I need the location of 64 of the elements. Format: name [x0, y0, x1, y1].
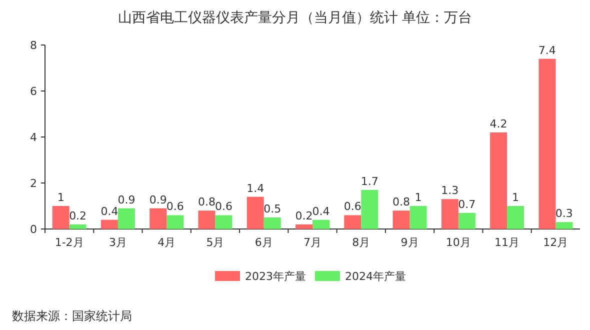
data-label: 0.5 [264, 202, 282, 216]
bar [490, 132, 508, 229]
data-label: 4.2 [490, 117, 508, 130]
legend-label: 2024年产量 [345, 270, 406, 283]
data-label: 0.4 [100, 204, 118, 218]
x-tick-label: 3月 [108, 236, 127, 249]
x-tick-label: 1-2月 [54, 236, 84, 249]
x-tick-label: 5月 [206, 236, 224, 249]
data-label: 0.2 [69, 209, 87, 222]
x-tick-label: 11月 [494, 236, 520, 249]
data-label: 0.8 [392, 196, 410, 209]
data-label: 0.9 [149, 193, 167, 206]
data-label: 0.9 [118, 193, 136, 206]
bar [118, 208, 135, 229]
x-tick-label: 8月 [352, 236, 370, 249]
data-label: 1 [414, 191, 422, 204]
data-label: 0.2 [295, 209, 313, 222]
data-label: 1 [512, 191, 520, 204]
x-tick-label: 12月 [543, 236, 568, 249]
x-tick-label: 4月 [158, 236, 176, 249]
x-tick-label: 10月 [446, 236, 471, 249]
x-tick-label: 9月 [400, 236, 419, 249]
y-tick-label: 0 [30, 223, 37, 236]
x-tick-label: 7月 [304, 236, 322, 249]
bar [150, 208, 167, 229]
source-note: 数据来源：国家统计局 [12, 309, 132, 323]
bar [392, 210, 410, 229]
bar [296, 224, 312, 229]
chart-title: 山西省电工仪器仪表产量分月（当月值）统计 单位：万台 [118, 10, 472, 26]
data-label: 0.6 [344, 200, 362, 214]
data-label: 0.3 [555, 207, 573, 220]
data-label: 7.4 [538, 44, 556, 57]
bar [410, 206, 427, 229]
bar [441, 199, 458, 229]
bar [312, 220, 330, 229]
bar [361, 190, 378, 229]
data-label: 1.3 [441, 184, 459, 198]
data-label: 0.6 [214, 200, 232, 214]
data-label: 1.4 [246, 182, 264, 195]
bar [100, 220, 118, 229]
data-label: 0.6 [166, 200, 184, 214]
y-tick-label: 8 [30, 39, 37, 52]
bar [166, 215, 184, 229]
bar [52, 206, 70, 229]
bar [198, 210, 216, 229]
bar [344, 215, 362, 229]
bar [507, 206, 524, 229]
data-label: 1 [57, 191, 64, 204]
y-tick-label: 2 [30, 177, 37, 190]
data-label: 0.7 [458, 198, 476, 211]
bar [246, 196, 264, 229]
bar [556, 222, 573, 229]
y-tick-label: 4 [30, 131, 37, 144]
bar [69, 224, 86, 229]
y-tick-label: 6 [30, 85, 37, 98]
bar [215, 215, 232, 229]
x-tick-label: 6月 [254, 236, 273, 249]
legend-label: 2023年产量 [245, 270, 306, 283]
bar [538, 58, 556, 229]
bar [264, 218, 281, 229]
data-label: 0.4 [312, 204, 330, 218]
bar [458, 212, 476, 229]
data-label: 0.8 [198, 196, 216, 209]
data-label: 1.7 [360, 174, 378, 188]
